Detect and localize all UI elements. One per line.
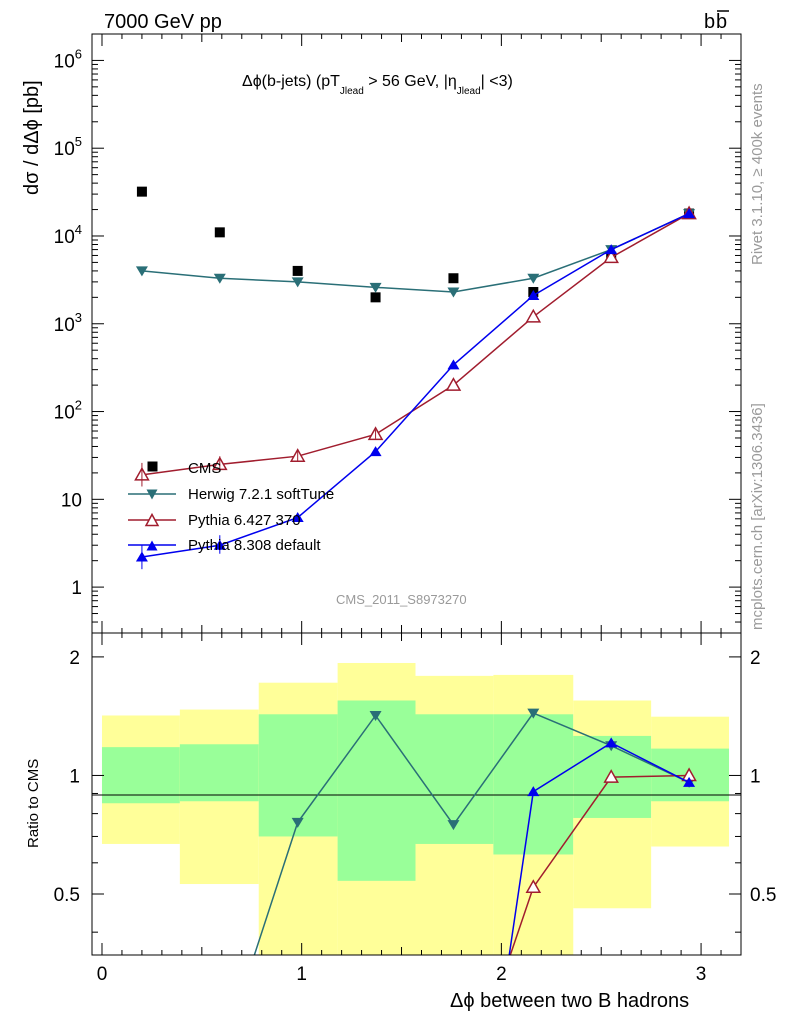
rivet-version-label: Rivet 3.1.10, ≥ 400k events — [749, 83, 766, 265]
chart-title-sub1: Jlead — [340, 86, 364, 97]
ratio-point-pythia8 — [527, 786, 540, 797]
chart-title-main: Δϕ(b-jets) (pT — [242, 73, 340, 90]
ratio-point-herwig — [447, 820, 460, 831]
legend: CMS Herwig 7.2.1 softTune Pythia 6.427 3… — [128, 460, 334, 554]
main-point-herwig — [369, 282, 382, 293]
header-process-label: b b — [704, 10, 729, 33]
main-y-tick-label: 106 — [54, 46, 82, 72]
ratio-line-pythia6 — [509, 774, 690, 955]
ratio-band-inner — [179, 744, 259, 802]
main-point-herwig — [447, 287, 460, 298]
ratio-panel: 0.5 0.5 1 1 2 2 0 1 2 3 Ratio to CMS Δϕ between … — [25, 632, 776, 1012]
legend-entry-pythia6: Pythia 6.427 370 — [128, 512, 301, 529]
ratio-y-tick-label-right: 2 — [750, 648, 761, 669]
ratio-point-herwig — [527, 708, 540, 719]
legend-marker-pythia8 — [146, 540, 158, 551]
main-y-tick-label: 102 — [54, 398, 82, 424]
main-point-herwig — [527, 273, 540, 284]
main-point-pythia8 — [447, 359, 460, 370]
ratio-point-pythia8 — [683, 776, 696, 787]
ratio-line-pythia8 — [508, 741, 690, 955]
main-y-tick-label: 105 — [54, 134, 82, 160]
legend-entry-herwig: Herwig 7.2.1 softTune — [128, 486, 334, 503]
ratio-band-inner — [258, 714, 338, 837]
main-point-cms — [136, 186, 147, 197]
main-point-herwig — [291, 277, 304, 288]
header-process-bbar: b — [716, 11, 727, 33]
main-point-herwig — [135, 266, 148, 277]
ratio-y-tick-label: 0.5 — [54, 885, 80, 906]
header-energy-label: 7000 GeV pp — [104, 11, 222, 33]
chart-title: Δϕ(b-jets) (pTJlead > 56 GeV, |ηJlead| <… — [242, 73, 513, 97]
main-y-tick-label: 10 — [61, 490, 82, 511]
main-point-pythia8 — [291, 512, 304, 523]
main-y-tick-label: 104 — [54, 222, 82, 248]
x-tick-label: 0 — [97, 964, 108, 985]
x-tick-label: 3 — [696, 964, 707, 985]
ratio-band-inner — [337, 700, 416, 881]
ratio-y-tick-label-right: 1 — [750, 766, 761, 787]
ratio-y-tick-label-right: 0.5 — [750, 885, 776, 906]
ratio-band-inner — [493, 714, 574, 855]
main-point-pythia6 — [525, 308, 542, 323]
chart-title-end: | <3) — [481, 73, 513, 90]
ratio-panel-frame — [91, 632, 742, 956]
main-point-pythia8 — [605, 244, 618, 255]
legend-marker-cms — [147, 461, 158, 472]
ratio-point-pythia6 — [525, 879, 542, 894]
main-line-pythia8 — [141, 212, 690, 558]
chart-title-mid: > 56 GeV, |η — [364, 73, 457, 90]
x-tick-label: 2 — [496, 964, 507, 985]
ratio-band-inner — [101, 747, 180, 804]
x-axis-label: Δϕ between two B hadrons — [450, 990, 689, 1012]
chart-title-sub2: Jlead — [457, 86, 481, 97]
main-y-axis-label: dσ / dΔϕ [pb] — [21, 80, 43, 195]
analysis-watermark: CMS_2011_S8973270 — [336, 592, 467, 607]
main-line-pythia6 — [141, 212, 690, 476]
main-point-cms — [370, 292, 381, 303]
x-tick-label: 1 — [296, 964, 307, 985]
mcplots-label: mcplots.cern.ch [arXiv:1306.3436] — [749, 403, 766, 630]
ratio-point-herwig — [291, 817, 304, 828]
legend-label-herwig: Herwig 7.2.1 softTune — [188, 486, 334, 503]
main-y-tick-label: 103 — [54, 310, 82, 336]
legend-entry-cms: CMS — [147, 460, 221, 477]
main-point-pythia6 — [603, 249, 619, 264]
legend-marker-pythia6 — [144, 512, 160, 527]
ratio-point-pythia8 — [605, 737, 618, 748]
main-line-herwig — [141, 212, 690, 293]
main-point-pythia8 — [683, 208, 696, 219]
main-point-pythia6 — [445, 377, 462, 391]
ratio-y-axis-label: Ratio to CMS — [25, 759, 42, 848]
legend-label-cms: CMS — [188, 460, 221, 477]
ratio-y-tick-label: 2 — [69, 648, 80, 669]
legend-entry-pythia8: Pythia 8.308 default — [128, 537, 321, 554]
main-point-cms — [448, 273, 459, 284]
ratio-y-tick-label: 1 — [69, 766, 80, 787]
main-point-cms — [214, 227, 225, 238]
main-point-pythia8 — [369, 446, 382, 457]
legend-label-pythia8: Pythia 8.308 default — [188, 537, 321, 554]
main-y-tick-label: 1 — [71, 578, 82, 599]
main-point-herwig — [213, 273, 226, 284]
legend-label-pythia6: Pythia 6.427 370 — [188, 512, 301, 529]
main-point-cms — [292, 265, 303, 276]
ratio-point-pythia6 — [603, 769, 619, 783]
legend-marker-herwig — [146, 489, 158, 500]
header-process-b: b — [704, 11, 715, 33]
main-point-pythia8 — [527, 289, 540, 300]
ratio-point-herwig — [369, 710, 382, 721]
